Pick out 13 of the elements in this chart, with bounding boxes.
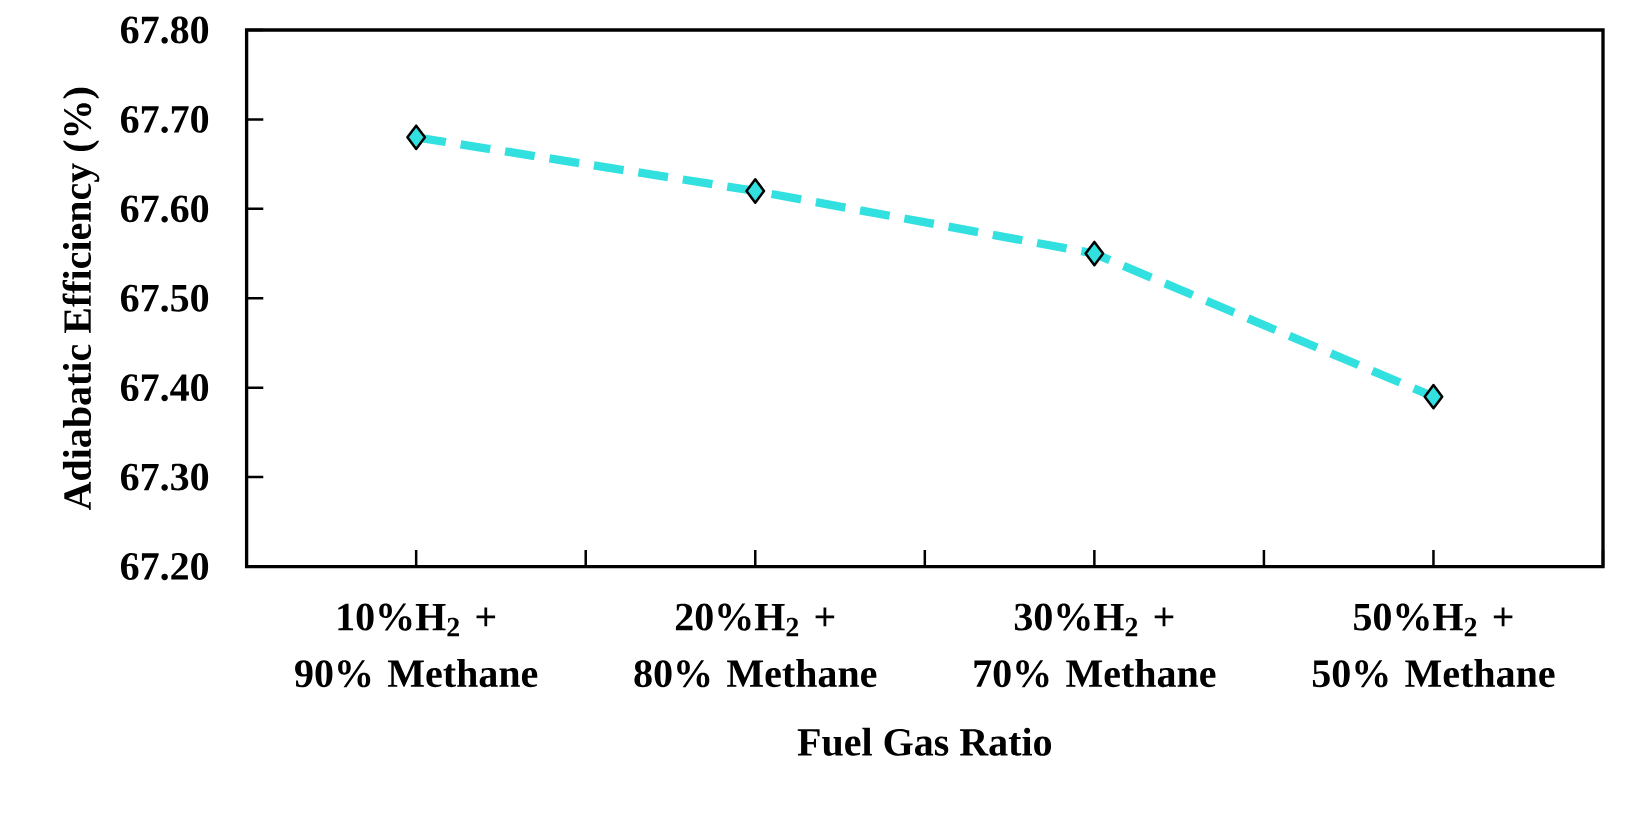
y-tick-label: 67.40: [121, 374, 209, 402]
y-tick-label: 67.60: [121, 195, 209, 223]
y-axis-title: Adiabatic Efficiency (%): [62, 87, 100, 510]
x-tick-label: 20%H$_{2}$ + 80% Methane: [634, 603, 877, 688]
y-tick-label: 67.50: [121, 284, 209, 312]
x-axis-title: Fuel Gas Ratio: [797, 727, 1052, 756]
x-tick-label: 50%H$_{2}$ + 50% Methane: [1312, 603, 1555, 688]
y-tick-label: 67.30: [121, 463, 209, 491]
y-tick-label: 67.20: [121, 552, 209, 581]
x-tick-label: 30%H$_{2}$ + 70% Methane: [974, 603, 1216, 688]
y-tick-label: 67.70: [121, 105, 209, 133]
y-tick-label: 67.80: [121, 16, 209, 44]
x-tick-label: 10%H$_{2}$ + 90% Methane: [295, 603, 538, 688]
